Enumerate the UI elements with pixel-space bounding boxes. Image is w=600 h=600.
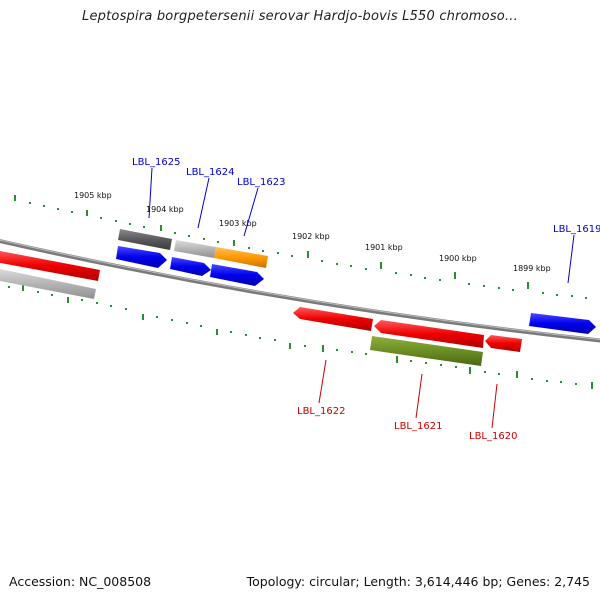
gene-label-lbl-1619[interactable]: LBL_1619: [553, 224, 600, 235]
gene-label-lbl-1623[interactable]: LBL_1623: [237, 177, 285, 188]
accession-text: Accession: NC_008508: [9, 574, 152, 589]
forward-gene-labels: LBL_1625 LBL_1624 LBL_1623 LBL_1619: [132, 157, 600, 235]
gene-arrow-lbl-1625[interactable]: [118, 229, 172, 250]
kbp-label: 1905 kbp: [74, 191, 112, 200]
gene-arrow-lbl-1624[interactable]: [174, 240, 216, 258]
chromosome-backbone: [0, 239, 600, 343]
gene-arrow-lbl-1621[interactable]: [374, 320, 484, 348]
reverse-label-leaders: [318, 359, 498, 429]
gene-arrow-gray[interactable]: [0, 268, 96, 299]
gene-label-lbl-1621[interactable]: LBL_1621: [394, 421, 442, 432]
gene-arrow-lbl-1622[interactable]: [293, 307, 373, 331]
kbp-label: 1900 kbp: [439, 254, 477, 263]
gene-label-lbl-1625[interactable]: LBL_1625: [132, 157, 180, 168]
kbp-label: 1899 kbp: [513, 264, 551, 273]
reverse-gene-labels: LBL_1622 LBL_1621 LBL_1620: [297, 406, 517, 442]
kbp-label: 1904 kbp: [146, 205, 184, 214]
topology-summary: Topology: circular; Length: 3,614,446 bp…: [246, 574, 590, 589]
gene-arrow-lbl-1620[interactable]: [485, 335, 522, 352]
gene-arrow-lbl-1619[interactable]: [529, 313, 596, 334]
gene-arrow-lbl-1623[interactable]: [214, 247, 268, 268]
gene-label-lbl-1624[interactable]: LBL_1624: [186, 167, 234, 178]
gene-label-lbl-1620[interactable]: LBL_1620: [469, 431, 517, 442]
gene-label-lbl-1622[interactable]: LBL_1622: [297, 406, 345, 417]
gene-arrow-olive[interactable]: [370, 336, 483, 366]
lower-tick-row: [8, 285, 593, 389]
kbp-label: 1901 kbp: [365, 243, 403, 252]
kbp-label: 1902 kbp: [292, 232, 330, 241]
upper-tick-row: [14, 195, 587, 299]
kbp-labels: 1905 kbp 1904 kbp 1903 kbp 1902 kbp 1901…: [74, 191, 551, 273]
gene-arrow-blue[interactable]: [116, 246, 167, 268]
kbp-label: 1903 kbp: [219, 219, 257, 228]
forward-label-leaders: [148, 167, 575, 284]
map-title: Leptospira borgpetersenii serovar Hardjo…: [82, 9, 518, 24]
gene-arrow-blue[interactable]: [210, 264, 264, 286]
gene-arrow-red[interactable]: [0, 250, 100, 281]
gene-arrow-blue[interactable]: [170, 257, 211, 276]
